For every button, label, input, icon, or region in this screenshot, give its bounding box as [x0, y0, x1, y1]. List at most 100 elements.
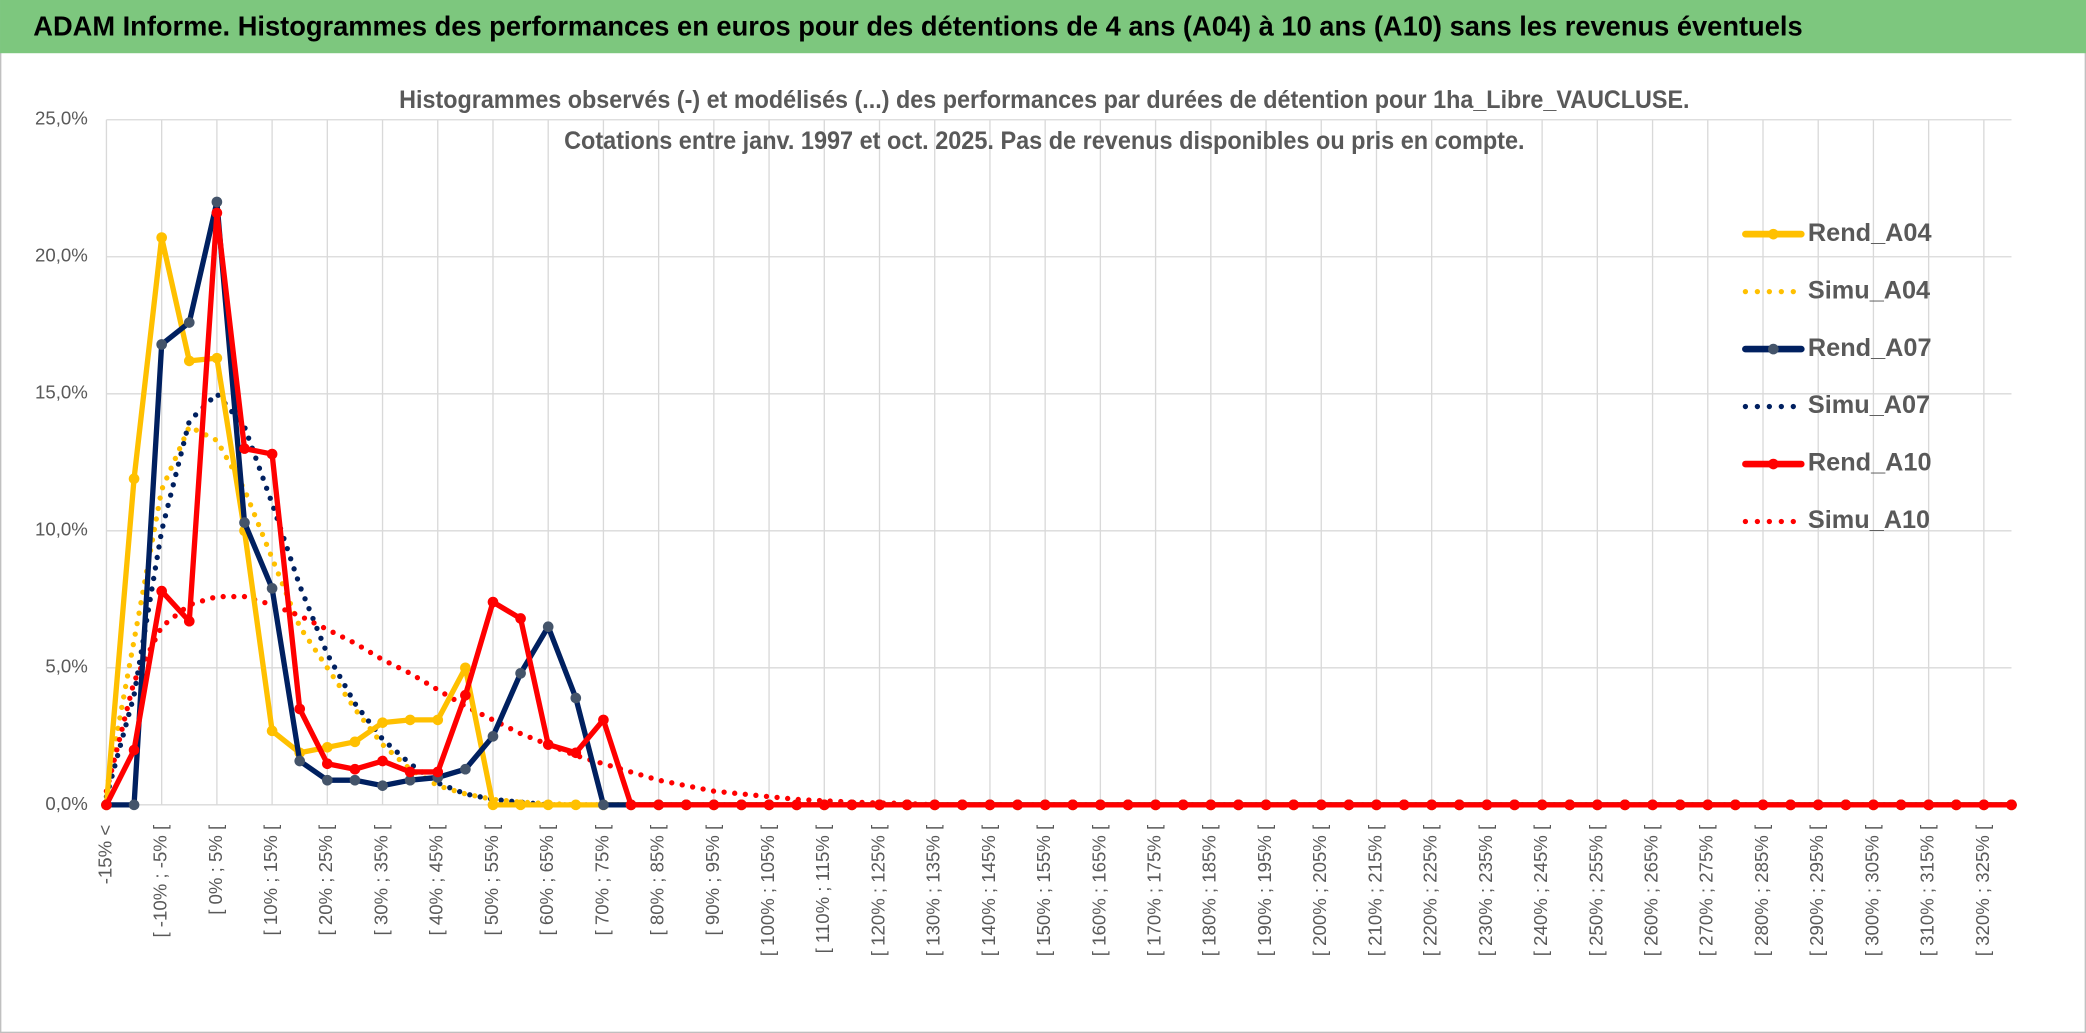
marker — [1398, 799, 1410, 811]
marker — [101, 799, 112, 811]
legend-label: Simu_A04 — [1808, 276, 1930, 304]
marker — [349, 736, 361, 748]
marker — [625, 799, 637, 811]
x-tick-label: [ 260% ; 265% [ — [1640, 824, 1661, 956]
x-tick-label: [ 130% ; 135% [ — [923, 824, 944, 956]
marker — [680, 799, 692, 811]
x-tick-label: [ 220% ; 225% [ — [1420, 824, 1441, 956]
marker — [487, 799, 499, 811]
x-tick-label: [ 210% ; 215% [ — [1364, 824, 1385, 956]
marker — [570, 799, 582, 811]
marker — [1371, 799, 1382, 811]
marker — [1619, 799, 1631, 811]
plot — [101, 196, 2017, 811]
marker — [183, 355, 195, 367]
title-bg — [385, 79, 1703, 165]
marker — [1343, 799, 1355, 811]
legend-label: Simu_A10 — [1808, 506, 1930, 534]
x-tick-label: [ 160% ; 165% [ — [1088, 824, 1109, 956]
marker — [1205, 799, 1217, 811]
marker — [901, 799, 913, 811]
x-tick-label: [ 240% ; 245% [ — [1530, 824, 1551, 956]
marker — [1785, 799, 1796, 811]
marker — [432, 766, 444, 778]
marker — [1978, 799, 1990, 811]
legend-marker — [1768, 343, 1779, 355]
marker — [515, 667, 526, 679]
marker — [1177, 799, 1189, 811]
marker — [515, 613, 526, 624]
marker — [957, 799, 968, 811]
x-tick-label: [ 90% ; 95% [ — [702, 824, 723, 936]
legend-label: Rend_A10 — [1808, 449, 1932, 477]
header-title: ADAM Informe. Histogrammes des performan… — [33, 10, 1802, 41]
chart-title: Histogrammes observés (-) et modélisés (… — [399, 86, 1689, 114]
x-tick-label: [ 80% ; 85% [ — [647, 824, 668, 936]
x-tick-label: [ 30% ; 35% [ — [370, 824, 391, 936]
x-tick-label: [ 70% ; 75% [ — [591, 824, 612, 936]
marker — [1426, 799, 1438, 811]
x-tick-label: [ 320% ; 325% [ — [1972, 824, 1993, 956]
x-tick-label: [ 0% ; 5% [ — [205, 824, 226, 915]
y-tick-label: 20,0% — [35, 245, 88, 266]
marker — [266, 448, 278, 460]
marker — [322, 741, 333, 753]
marker — [1702, 799, 1714, 811]
marker — [460, 763, 471, 775]
marker — [653, 799, 664, 811]
x-tick-label: [ 120% ; 125% [ — [867, 824, 888, 956]
marker — [460, 662, 471, 674]
x-tick-label: [ -10% ; -5% [ — [150, 824, 171, 938]
x-tick-label: [ 270% ; 275% [ — [1696, 824, 1717, 956]
marker — [1840, 799, 1852, 811]
marker — [211, 352, 223, 364]
marker — [211, 207, 223, 219]
y-tick-label: 5,0% — [45, 656, 87, 677]
marker — [322, 758, 333, 770]
marker — [128, 744, 140, 756]
y-tick-label: 10,0% — [35, 519, 88, 540]
y-tick-label: 0,0% — [45, 793, 87, 814]
x-tick-label: [ 140% ; 145% [ — [978, 824, 999, 956]
marker — [349, 774, 361, 786]
y-tick-label: 15,0% — [35, 382, 88, 403]
marker — [349, 763, 361, 775]
marker — [1536, 799, 1548, 811]
x-tick-label: [ 250% ; 255% [ — [1585, 824, 1606, 956]
marker — [432, 714, 444, 726]
marker — [791, 799, 802, 811]
marker — [460, 689, 471, 701]
marker — [183, 615, 195, 627]
marker — [874, 799, 885, 811]
marker — [156, 585, 167, 597]
x-tick-label: [ 200% ; 205% [ — [1309, 824, 1330, 956]
x-tick-label: -15% < — [94, 825, 115, 884]
marker — [294, 755, 306, 767]
marker — [598, 714, 609, 726]
y-tick-label: 25,0% — [35, 108, 88, 129]
x-tick-label: [ 50% ; 55% [ — [481, 824, 502, 936]
marker — [542, 739, 554, 750]
marker — [570, 747, 582, 759]
marker — [1647, 799, 1658, 811]
marker — [1592, 799, 1603, 811]
series-line — [103, 210, 2015, 808]
marker — [598, 799, 609, 811]
marker — [1674, 799, 1686, 811]
marker — [487, 731, 499, 742]
marker — [1730, 799, 1741, 811]
x-tick-label: [ 60% ; 65% [ — [536, 824, 557, 936]
marker — [377, 755, 388, 767]
x-tick-label: [ 230% ; 235% [ — [1475, 824, 1496, 956]
marker — [487, 596, 499, 608]
marker — [1509, 799, 1520, 811]
x-tick-label: [ 300% ; 305% [ — [1861, 824, 1882, 956]
x-tick-label: [ 150% ; 155% [ — [1033, 824, 1054, 956]
marker — [211, 196, 223, 208]
marker — [183, 317, 195, 328]
marker — [1233, 799, 1244, 811]
marker — [846, 799, 858, 811]
x-tick-label: [ 40% ; 45% [ — [426, 824, 447, 936]
x-tick-label: [ 290% ; 295% [ — [1806, 824, 1827, 956]
